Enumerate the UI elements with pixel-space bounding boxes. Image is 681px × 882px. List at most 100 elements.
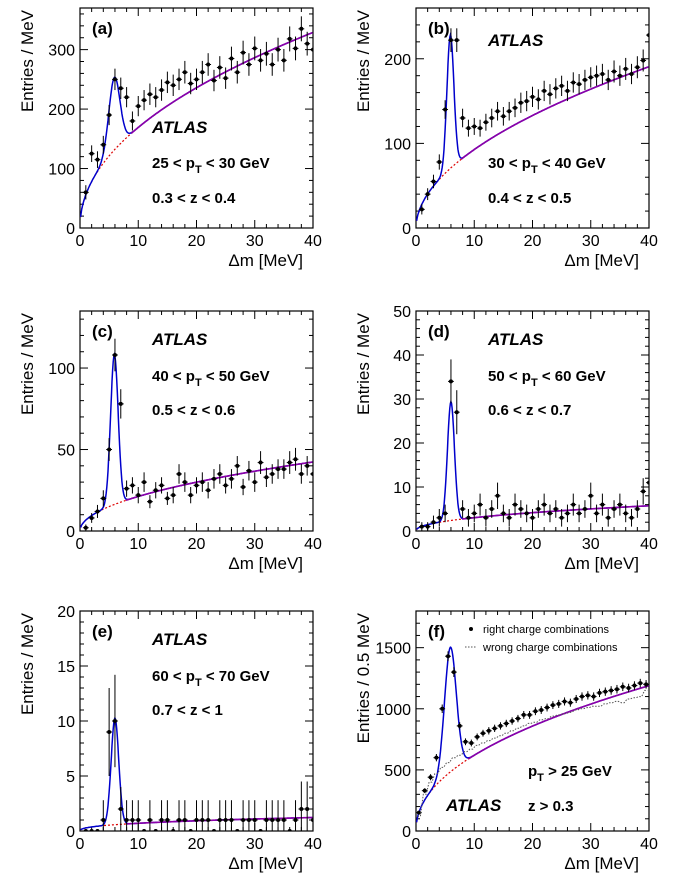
data-point: [100, 135, 107, 154]
data-point: [570, 493, 577, 516]
marker: [419, 207, 424, 212]
marker: [188, 493, 193, 498]
panel-label: (b): [428, 19, 450, 38]
data-point: [646, 23, 649, 47]
data-point: [602, 687, 609, 696]
marker: [571, 80, 576, 85]
marker: [101, 818, 106, 822]
marker: [293, 457, 298, 462]
data-point: [228, 46, 235, 71]
marker: [299, 471, 304, 476]
data-point: [564, 504, 571, 523]
plot-area: [80, 338, 313, 531]
marker: [147, 499, 152, 504]
data-point: [541, 80, 548, 102]
marker: [95, 509, 100, 514]
x-axis-title: Δm [MeV]: [564, 251, 639, 270]
data-point: [619, 682, 626, 692]
data-point: [582, 500, 588, 518]
marker: [565, 511, 570, 516]
marker: [130, 483, 135, 488]
marker: [264, 51, 269, 56]
data-point: [517, 92, 524, 113]
marker: [206, 62, 211, 67]
marker: [533, 709, 538, 714]
chart-panel-5: 0 10 20 30 40 0 5 10 15 20 Δm [MeV] Entries / MeV (e…: [18, 604, 322, 873]
data-point: [222, 477, 229, 494]
data-point: [477, 493, 483, 516]
y-tick-label: 5: [66, 769, 75, 786]
data-point: [152, 829, 159, 831]
data-point: [573, 694, 580, 704]
data-point: [176, 68, 182, 91]
marker: [568, 700, 573, 705]
marker: [501, 511, 506, 516]
data-point: [240, 40, 246, 65]
data-point: [436, 154, 443, 170]
data-point: [310, 464, 313, 484]
data-point: [304, 31, 311, 56]
marker: [448, 379, 453, 384]
marker: [299, 26, 304, 31]
x-tick-label: 10: [129, 536, 147, 553]
marker: [472, 124, 477, 129]
data-point: [535, 89, 542, 110]
data-point: [634, 500, 641, 518]
data-point: [512, 493, 518, 516]
marker: [594, 511, 599, 516]
marker: [425, 192, 430, 197]
marker: [466, 126, 471, 131]
marker: [211, 476, 216, 481]
y-tick-label: 0: [402, 824, 411, 841]
data-point: [298, 16, 305, 42]
data-point: [181, 472, 188, 492]
marker: [553, 86, 558, 91]
data-point: [587, 67, 594, 88]
data-point: [421, 788, 428, 794]
marker: [437, 160, 442, 164]
selection-annotation: 60 < pT < 70 GeV: [152, 668, 270, 689]
data-point: [631, 681, 638, 690]
x-axis-title: Δm [MeV]: [228, 854, 303, 873]
data-point: [82, 829, 89, 831]
data-point: [117, 787, 124, 831]
marker: [536, 507, 541, 511]
data-point: [561, 697, 568, 706]
data-point: [228, 469, 235, 489]
marker: [469, 741, 474, 745]
data-point: [418, 522, 425, 531]
selection-annotation: 25 < pT < 30 GeV: [152, 155, 270, 176]
marker: [425, 524, 430, 529]
y-tick-label: 100: [48, 361, 75, 378]
marker: [632, 683, 637, 688]
data-point: [459, 500, 466, 518]
chart-panel-6: 0 10 20 30 40 0 500 1000 1500 Δm [MeV] Entries / 0…: [354, 610, 658, 873]
data-point: [442, 504, 449, 523]
data-point: [567, 698, 574, 707]
legend-marker-right-charge: [469, 627, 473, 631]
data-point: [106, 688, 113, 776]
marker: [603, 689, 608, 694]
marker: [83, 525, 88, 530]
marker: [142, 98, 147, 103]
marker: [89, 151, 94, 156]
data-point: [453, 28, 460, 52]
marker: [536, 97, 541, 102]
marker: [246, 62, 251, 67]
marker: [118, 807, 123, 811]
marker: [118, 401, 123, 406]
x-tick-label: 40: [640, 233, 658, 250]
data-point: [529, 86, 536, 107]
legend-label: right charge combinations: [483, 624, 609, 636]
marker: [246, 468, 251, 473]
data-point: [541, 493, 548, 516]
data-point: [292, 36, 299, 61]
marker: [495, 109, 500, 114]
data-point: [263, 800, 270, 831]
y-tick-label: 30: [393, 392, 411, 409]
x-axis-title: Δm [MeV]: [228, 554, 303, 573]
x-axis-title: Δm [MeV]: [564, 854, 639, 873]
marker: [647, 33, 649, 38]
marker: [147, 818, 152, 822]
data-point: [582, 69, 588, 91]
